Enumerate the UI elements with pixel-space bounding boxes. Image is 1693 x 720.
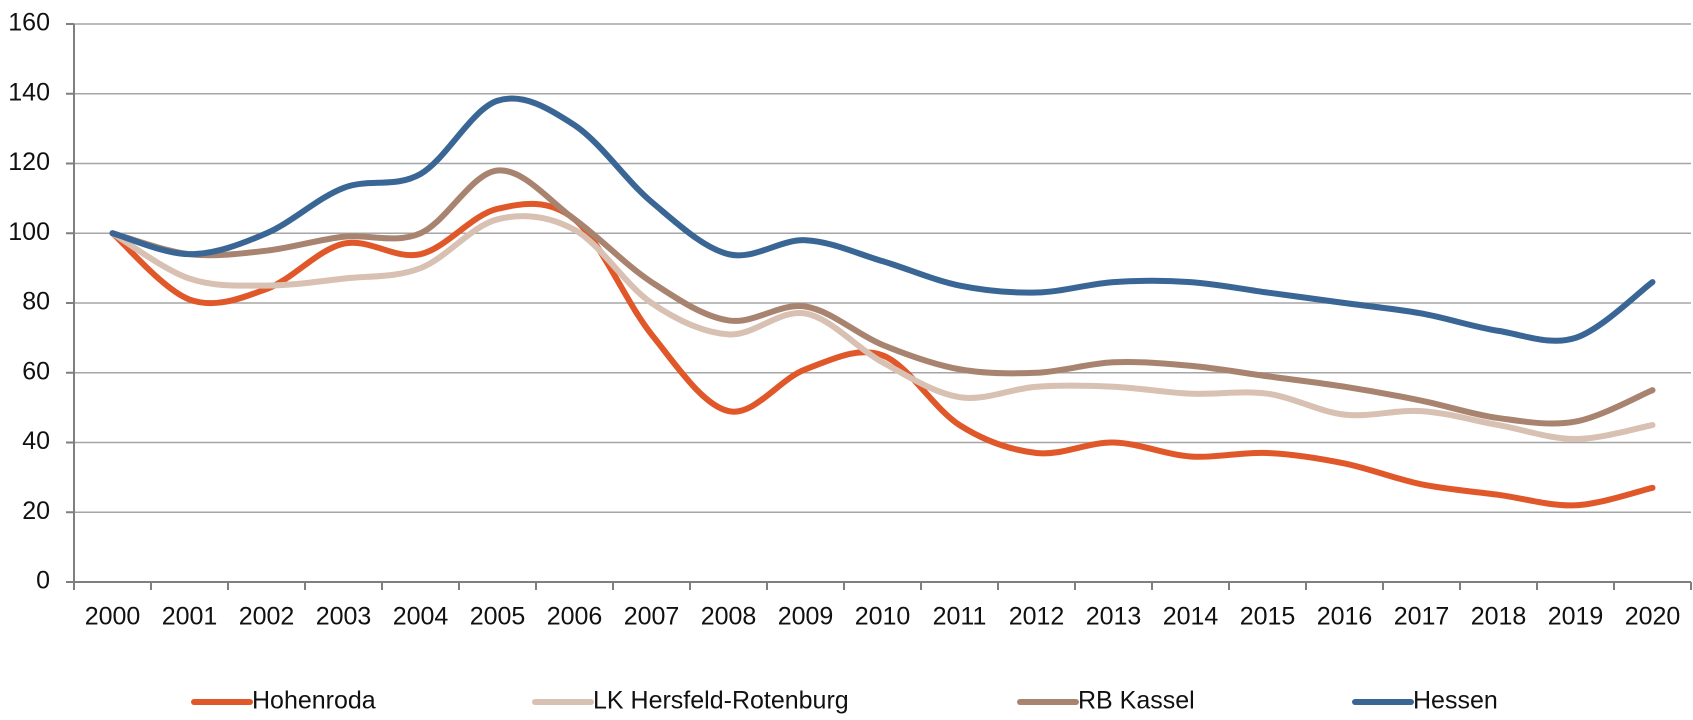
x-tick-label: 2003 — [316, 603, 372, 631]
x-tick-label: 2020 — [1625, 603, 1681, 631]
x-tick-label: 2012 — [1009, 603, 1065, 631]
series-line — [109, 213, 1656, 443]
y-tick-label: 140 — [8, 78, 50, 106]
series-line — [109, 167, 1656, 427]
y-tick-label: 80 — [22, 288, 50, 316]
x-tick-label: 2017 — [1394, 603, 1450, 631]
x-tick-label: 2010 — [855, 603, 911, 631]
series-line — [109, 200, 1656, 509]
series-line — [109, 95, 1656, 344]
x-tick-label: 2007 — [624, 603, 680, 631]
legend-label: RB Kassel — [1078, 687, 1195, 715]
x-tick-label: 2000 — [85, 603, 141, 631]
y-tick-label: 60 — [22, 357, 50, 385]
x-tick-label: 2014 — [1163, 603, 1219, 631]
y-tick-label: 160 — [8, 9, 50, 37]
x-tick-label: 2013 — [1086, 603, 1142, 631]
x-tick-label: 2019 — [1548, 603, 1604, 631]
y-tick-label: 0 — [36, 567, 50, 595]
x-tick-label: 2004 — [393, 603, 449, 631]
x-tick-label: 2016 — [1317, 603, 1373, 631]
x-tick-label: 2018 — [1471, 603, 1527, 631]
x-tick-label: 2009 — [778, 603, 834, 631]
x-tick-label: 2001 — [162, 603, 218, 631]
x-tick-label: 2008 — [701, 603, 757, 631]
x-tick-label: 2006 — [547, 603, 603, 631]
legend-label: LK Hersfeld-Rotenburg — [593, 687, 849, 715]
legend-label: Hohenroda — [252, 687, 376, 715]
x-tick-label: 2015 — [1240, 603, 1296, 631]
x-tick-label: 2005 — [470, 603, 526, 631]
x-tick-label: 2011 — [933, 603, 987, 631]
y-tick-label: 40 — [22, 427, 50, 455]
legend-label: Hessen — [1413, 687, 1498, 715]
x-tick-label: 2002 — [239, 603, 295, 631]
y-tick-label: 120 — [8, 148, 50, 176]
y-tick-label: 20 — [22, 497, 50, 525]
y-tick-label: 100 — [8, 218, 50, 246]
